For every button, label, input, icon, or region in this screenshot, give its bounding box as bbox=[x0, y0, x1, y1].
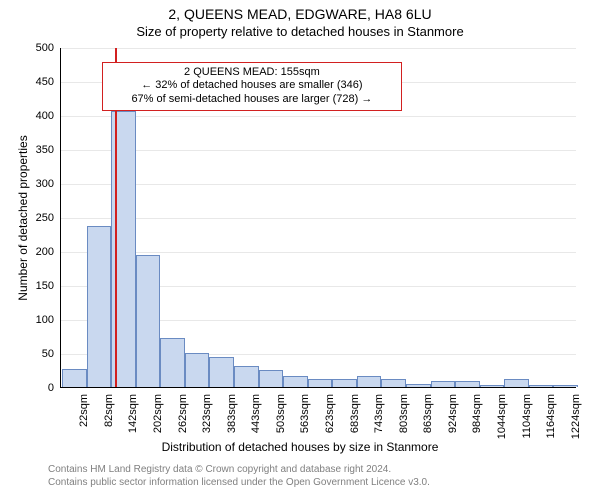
x-tick-label: 924sqm bbox=[447, 394, 459, 446]
x-tick-label: 443sqm bbox=[250, 394, 262, 446]
x-tick-label: 323sqm bbox=[201, 394, 213, 446]
histogram-bar bbox=[283, 376, 308, 387]
histogram-bar bbox=[62, 369, 87, 387]
histogram-bar bbox=[357, 376, 382, 387]
histogram-bar bbox=[160, 338, 185, 387]
histogram-bar bbox=[185, 353, 210, 387]
y-tick-label: 100 bbox=[24, 314, 54, 326]
grid-line bbox=[61, 48, 576, 49]
histogram-bar bbox=[87, 226, 112, 387]
footer-line-1: Contains HM Land Registry data © Crown c… bbox=[48, 464, 430, 477]
histogram-bar bbox=[381, 379, 406, 387]
histogram-bar bbox=[234, 366, 259, 387]
histogram-bar bbox=[529, 385, 554, 387]
x-tick-label: 1164sqm bbox=[545, 394, 557, 446]
histogram-bar bbox=[480, 385, 505, 387]
annotation-line-2: ← 32% of detached houses are smaller (34… bbox=[109, 79, 394, 93]
y-tick-label: 300 bbox=[24, 178, 54, 190]
footer-line-2: Contains public sector information licen… bbox=[48, 477, 430, 490]
x-tick-label: 803sqm bbox=[398, 394, 410, 446]
grid-line bbox=[61, 184, 576, 185]
grid-line bbox=[61, 150, 576, 151]
histogram-bar bbox=[406, 384, 431, 387]
address-title: 2, QUEENS MEAD, EDGWARE, HA8 6LU bbox=[0, 6, 600, 22]
x-tick-label: 82sqm bbox=[103, 394, 115, 446]
y-tick-label: 200 bbox=[24, 246, 54, 258]
y-tick-label: 350 bbox=[24, 144, 54, 156]
y-tick-label: 250 bbox=[24, 212, 54, 224]
chart-subtitle: Size of property relative to detached ho… bbox=[0, 24, 600, 39]
y-tick-label: 400 bbox=[24, 110, 54, 122]
annotation-box: 2 QUEENS MEAD: 155sqm ← 32% of detached … bbox=[102, 62, 401, 111]
y-tick-label: 500 bbox=[24, 42, 54, 54]
y-tick-label: 150 bbox=[24, 280, 54, 292]
x-tick-label: 262sqm bbox=[177, 394, 189, 446]
x-tick-label: 142sqm bbox=[127, 394, 139, 446]
x-tick-label: 202sqm bbox=[152, 394, 164, 446]
histogram-bar bbox=[136, 255, 161, 387]
annotation-line-3: 67% of semi-detached houses are larger (… bbox=[109, 93, 394, 107]
x-tick-label: 683sqm bbox=[349, 394, 361, 446]
annotation-line-1: 2 QUEENS MEAD: 155sqm bbox=[109, 66, 394, 80]
x-tick-label: 383sqm bbox=[226, 394, 238, 446]
x-tick-label: 1104sqm bbox=[521, 394, 533, 446]
histogram-bar bbox=[431, 381, 456, 387]
histogram-bar bbox=[504, 379, 529, 387]
x-tick-label: 1044sqm bbox=[496, 394, 508, 446]
x-tick-label: 22sqm bbox=[78, 394, 90, 446]
x-tick-label: 863sqm bbox=[422, 394, 434, 446]
histogram-bar bbox=[553, 385, 578, 387]
histogram-bar bbox=[455, 381, 480, 387]
plot-area: 2 QUEENS MEAD: 155sqm ← 32% of detached … bbox=[60, 48, 576, 388]
x-tick-label: 503sqm bbox=[275, 394, 287, 446]
x-tick-label: 743sqm bbox=[373, 394, 385, 446]
histogram-bar bbox=[209, 357, 234, 387]
y-tick-label: 450 bbox=[24, 76, 54, 88]
x-tick-label: 623sqm bbox=[324, 394, 336, 446]
grid-line bbox=[61, 218, 576, 219]
footer-text: Contains HM Land Registry data © Crown c… bbox=[48, 464, 430, 489]
x-tick-label: 1224sqm bbox=[570, 394, 582, 446]
y-tick-label: 50 bbox=[24, 348, 54, 360]
x-tick-label: 563sqm bbox=[299, 394, 311, 446]
histogram-bar bbox=[332, 379, 357, 387]
grid-line bbox=[61, 252, 576, 253]
grid-line bbox=[61, 116, 576, 117]
histogram-bar bbox=[308, 379, 333, 387]
histogram-bar bbox=[259, 370, 284, 387]
y-tick-label: 0 bbox=[24, 382, 54, 394]
x-tick-label: 984sqm bbox=[471, 394, 483, 446]
